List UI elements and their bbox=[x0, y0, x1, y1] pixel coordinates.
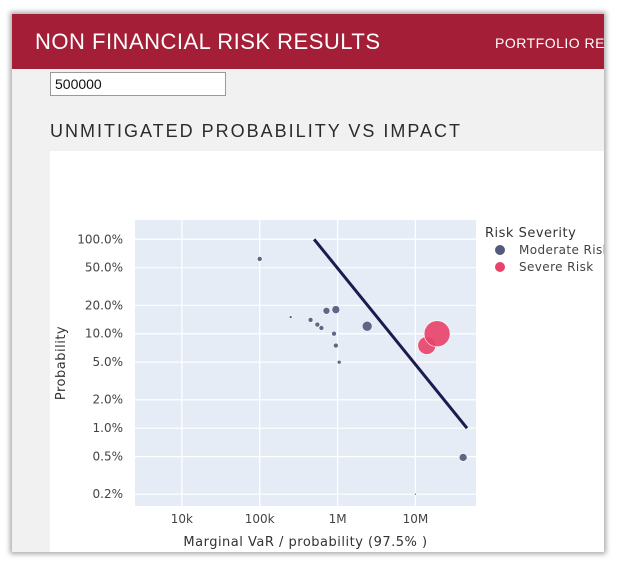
legend-title: Risk Severity bbox=[485, 226, 576, 241]
data-point[interactable] bbox=[314, 321, 321, 328]
data-point[interactable] bbox=[414, 492, 417, 496]
legend-item-label[interactable]: Severe Risk bbox=[519, 260, 594, 274]
plot-card: 10k 100k 1M 10M 100.0% 50.0% 20.0% 10.0% 5.0% 2.0… bbox=[50, 151, 604, 552]
data-point[interactable] bbox=[458, 453, 468, 462]
amount-input[interactable] bbox=[50, 72, 226, 96]
y-axis-label: Probability bbox=[54, 326, 69, 400]
y-tick-label: 100.0% bbox=[77, 232, 123, 246]
data-point[interactable] bbox=[423, 320, 451, 348]
data-point[interactable] bbox=[331, 330, 337, 337]
page-title: NON FINANCIAL RISK RESULTS bbox=[35, 29, 381, 54]
trend-line bbox=[312, 238, 469, 430]
scatter-chart[interactable]: 10k 100k 1M 10M 100.0% 50.0% 20.0% 10.0% 5.0% 2.0… bbox=[50, 151, 604, 552]
x-axis-label: Marginal VaR / probability (97.5% ) bbox=[183, 535, 427, 550]
y-tick-label: 20.0% bbox=[85, 298, 123, 312]
x-tick-label: 10k bbox=[171, 512, 193, 526]
data-point[interactable] bbox=[333, 342, 339, 349]
nav-link-portfolio[interactable]: PORTFOLIO RE bbox=[495, 35, 604, 51]
data-point[interactable] bbox=[361, 320, 373, 332]
y-tick-label: 2.0% bbox=[93, 393, 124, 407]
data-point[interactable] bbox=[256, 256, 263, 262]
y-tick-label: 1.0% bbox=[93, 421, 124, 435]
legend-marker[interactable] bbox=[495, 245, 505, 255]
section-title: UNMITIGATED PROBABILITY VS IMPACT bbox=[50, 121, 463, 141]
y-tick-label: 50.0% bbox=[85, 261, 123, 275]
y-tick-label: 5.0% bbox=[93, 355, 124, 369]
data-point[interactable] bbox=[336, 359, 342, 365]
y-tick-label: 0.2% bbox=[93, 487, 124, 501]
data-point[interactable] bbox=[322, 306, 331, 315]
app-window: NON FINANCIAL RISK RESULTS PORTFOLIO RE … bbox=[12, 14, 604, 552]
data-point[interactable] bbox=[307, 317, 314, 323]
data-point[interactable] bbox=[331, 305, 341, 314]
y-tick-label: 0.5% bbox=[93, 450, 124, 464]
x-tick-label: 1M bbox=[329, 512, 347, 526]
data-point[interactable] bbox=[288, 315, 293, 319]
x-tick-label: 100k bbox=[245, 512, 275, 526]
x-tick-label: 10M bbox=[403, 512, 429, 526]
y-tick-label: 10.0% bbox=[85, 327, 123, 341]
legend-marker[interactable] bbox=[495, 262, 505, 272]
app-header: NON FINANCIAL RISK RESULTS PORTFOLIO RE bbox=[12, 14, 604, 69]
data-point[interactable] bbox=[318, 325, 325, 331]
plot-area[interactable] bbox=[135, 220, 476, 506]
legend-item-label[interactable]: Moderate Risk bbox=[519, 243, 604, 257]
